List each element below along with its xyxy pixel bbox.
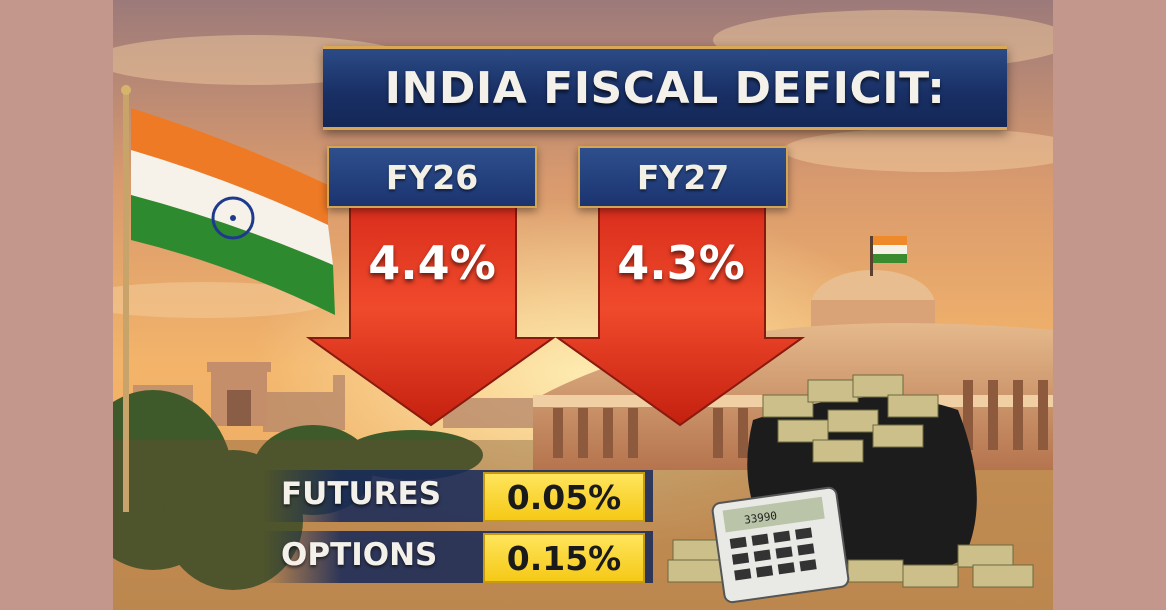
cash-stacks <box>667 539 1034 588</box>
fy27-deficit-value: 4.3% <box>617 236 745 290</box>
options-label: OPTIONS <box>281 537 438 573</box>
options-value-box: 0.15% <box>483 533 645 583</box>
calculator-display: 33990 <box>743 509 778 526</box>
fy26-down-arrow-icon <box>305 191 557 427</box>
options-value: 0.15% <box>506 538 622 578</box>
fy26-label: FY26 <box>385 157 479 197</box>
page-title: INDIA FISCAL DEFICIT: <box>384 62 946 114</box>
fy26-deficit-value: 4.4% <box>368 236 496 290</box>
india-gate <box>207 362 271 426</box>
calculator-icon: 33990 <box>711 486 850 604</box>
infographic: 33990 INDIA FISCAL DEFICIT: FY26 FY27 4.… <box>113 0 1053 610</box>
india-flag-icon <box>121 85 335 512</box>
fy27-down-arrow-icon <box>554 191 806 427</box>
futures-value: 0.05% <box>506 477 622 517</box>
futures-label: FUTURES <box>281 476 442 512</box>
title-banner: INDIA FISCAL DEFICIT: <box>323 46 1007 130</box>
india-flag-small-icon <box>873 236 907 263</box>
fy27-label: FY27 <box>636 157 730 197</box>
fy27-label-box: FY27 <box>578 146 788 208</box>
futures-value-box: 0.05% <box>483 472 645 522</box>
fy26-label-box: FY26 <box>327 146 537 208</box>
